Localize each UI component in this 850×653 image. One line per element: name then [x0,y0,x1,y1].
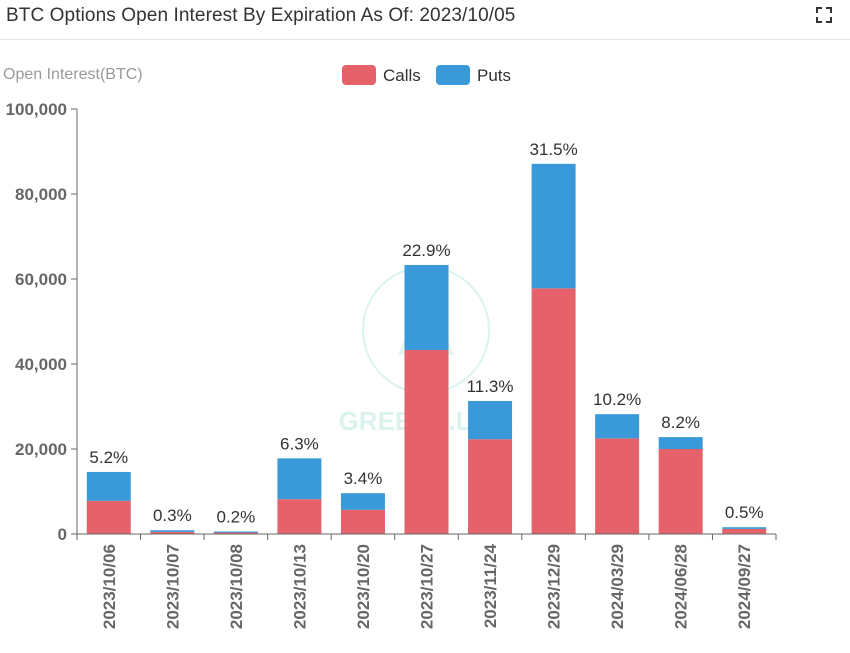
bar-total-label: 31.5% [529,140,577,159]
y-axis-label: Open Interest(BTC) [3,66,143,83]
legend-item-calls[interactable]: Calls [342,65,421,85]
x-tick-label: 2023/10/06 [100,544,119,629]
y-tick-label: 80,000 [15,185,67,204]
bar-calls-2023-10-06[interactable] [86,500,131,534]
y-tick-label: 60,000 [15,270,67,289]
bar-total-label: 10.2% [593,390,641,409]
bar-total-label: 8.2% [661,413,700,432]
bar-total-label: 11.3% [467,377,514,396]
x-axis: 2023/10/06 2023/10/07 2023/10/08 2023/10/13… [76,533,777,629]
bar-chart: GREEKS.LIVE Open Interest(BTC) CallsPuts… [3,65,777,629]
bar-calls-2023-12-29[interactable] [531,288,576,534]
bar-puts-2023-10-20[interactable] [340,493,385,510]
bar-puts-2024-06-28[interactable] [658,437,703,449]
bar-puts-2023-10-13[interactable] [277,458,322,500]
bar-puts-2023-10-07[interactable] [150,530,195,532]
bar-puts-2023-10-08[interactable] [213,531,258,533]
legend-label-puts: Puts [477,66,511,85]
bar-total-label: 3.4% [344,469,383,488]
bar-total-label: 5.2% [89,448,128,467]
legend-swatch-calls [342,65,376,85]
bar-calls-2023-10-13[interactable] [277,499,322,534]
bar-total-label: 0.3% [153,506,192,525]
bar-puts-2024-09-27[interactable] [722,527,767,529]
bar-calls-2024-03-29[interactable] [595,438,640,534]
x-tick-label: 2023/11/24 [481,543,500,628]
bar-puts-2023-11-24[interactable] [468,400,513,440]
chart-header: BTC Options Open Interest By Expiration … [0,0,850,40]
x-tick-label: 2023/10/08 [227,544,246,629]
bar-calls-2024-09-27[interactable] [722,528,767,534]
bar-puts-2023-10-27[interactable] [404,264,449,350]
bar-total-label: 0.5% [725,503,764,522]
bar-calls-2023-11-24[interactable] [468,439,513,534]
y-axis: 0 20,000 40,000 60,000 80,000 100,000 [6,100,78,544]
bar-calls-2023-10-08[interactable] [213,532,258,534]
x-tick-label: 2023/10/13 [290,544,309,629]
bar-total-label: 6.3% [280,434,319,453]
y-tick-label: 20,000 [15,440,67,459]
x-tick-label: 2023/10/20 [354,544,373,629]
legend: Calls Puts [342,65,511,85]
bar-calls-2023-10-07[interactable] [150,531,195,534]
bar-calls-2023-10-20[interactable] [340,509,385,534]
bar-calls-2024-06-28[interactable] [658,449,703,534]
fullscreen-icon[interactable] [814,5,834,25]
x-tick-label: 2024/09/27 [735,544,754,629]
bar-puts-2024-03-29[interactable] [595,414,640,439]
legend-swatch-puts [436,65,470,85]
y-tick-label: 100,000 [6,100,67,119]
x-tick-label: 2023/10/07 [163,544,182,629]
bar-total-label: 0.2% [216,507,255,526]
bars: 5.2% 0.3% 0.2% 6.3% 3.4% 22.9% 11.3% 31.5% 10.2%… [86,140,767,534]
y-tick-label: 40,000 [15,355,67,374]
chart-title: BTC Options Open Interest By Expiration … [6,5,516,26]
x-tick-label: 2023/10/27 [418,544,437,629]
y-tick-label: 0 [58,525,67,544]
legend-label-calls: Calls [383,66,421,85]
legend-item-puts[interactable]: Puts [436,65,511,85]
bar-puts-2023-10-06[interactable] [86,471,131,501]
bar-total-label: 22.9% [402,241,450,260]
x-tick-label: 2023/12/29 [545,544,564,629]
x-tick-label: 2024/06/28 [672,544,691,629]
bar-puts-2023-12-29[interactable] [531,163,576,289]
x-tick-label: 2024/03/29 [608,544,627,629]
bar-calls-2023-10-27[interactable] [404,349,449,534]
